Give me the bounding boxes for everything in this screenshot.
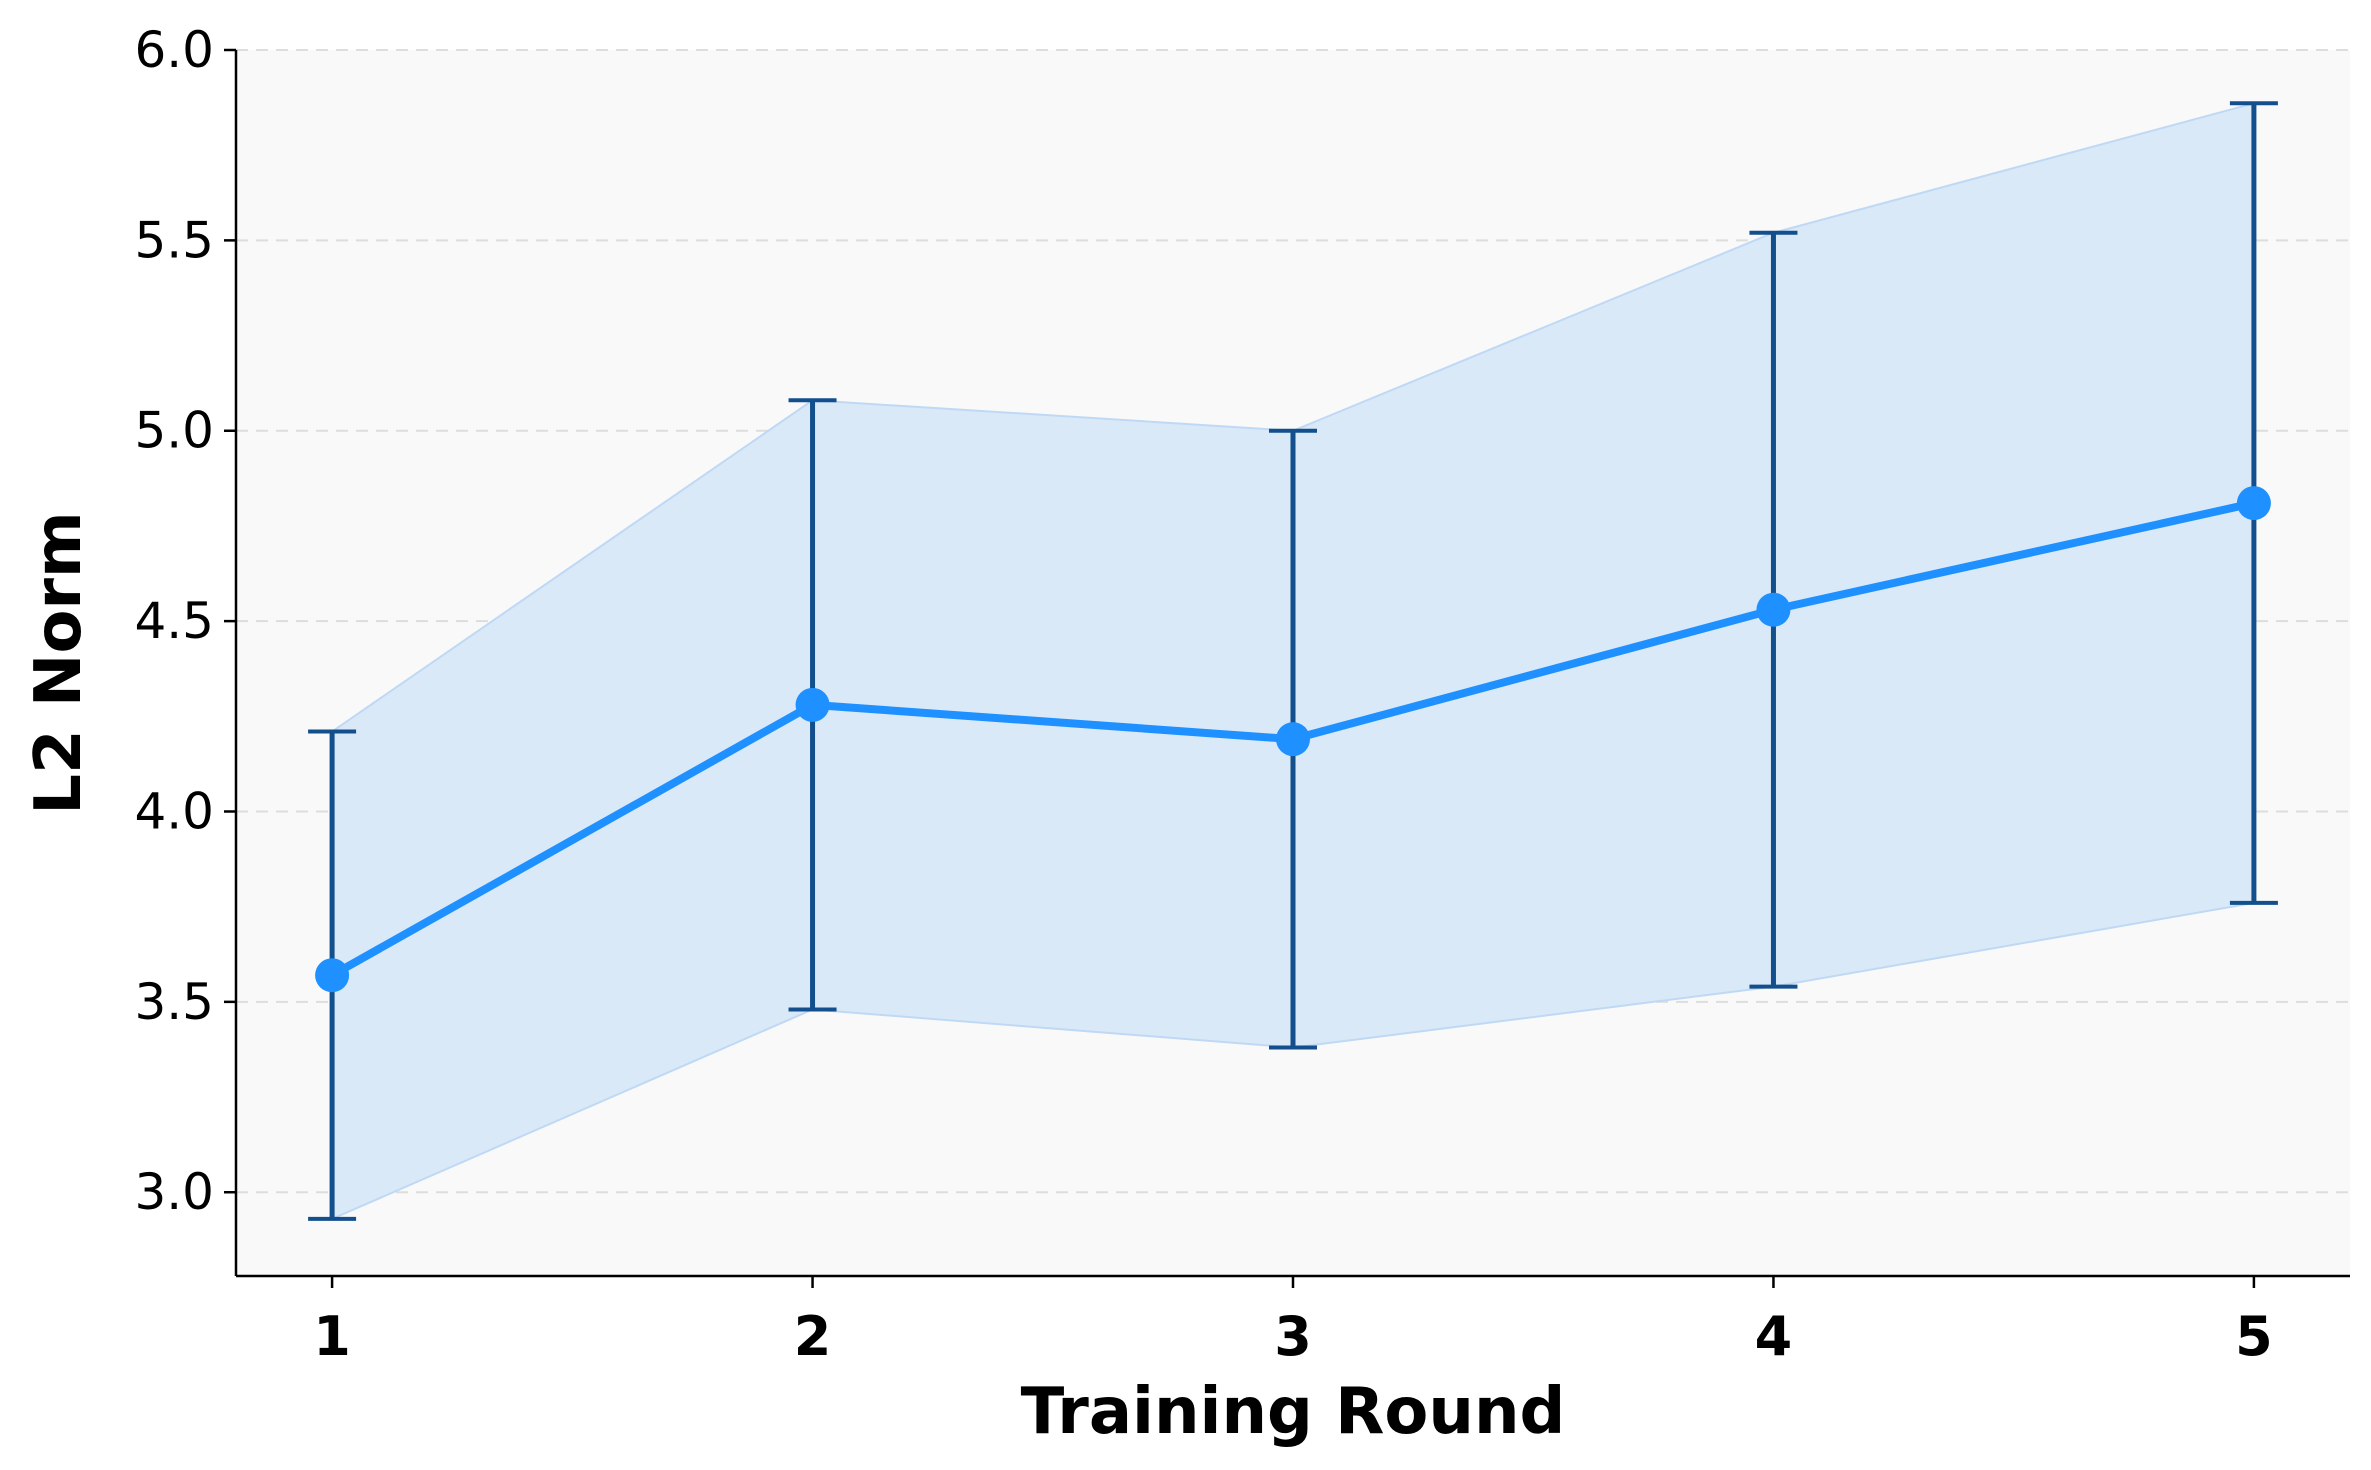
- x-tick-label: 4: [1755, 1305, 1793, 1368]
- data-point: [2236, 486, 2271, 521]
- x-tick-label: 3: [1274, 1305, 1312, 1368]
- y-tick-label: 4.5: [134, 592, 214, 650]
- y-tick-label: 3.0: [134, 1163, 214, 1221]
- data-point: [1276, 722, 1310, 757]
- y-tick-label: 5.0: [134, 402, 214, 460]
- data-point: [1756, 592, 1791, 627]
- data-point: [315, 958, 350, 993]
- y-tick-label: 3.5: [134, 973, 214, 1031]
- x-tick-label: 1: [313, 1305, 351, 1368]
- x-axis-title: Training Round: [1021, 1375, 1566, 1449]
- y-axis-ticks: 3.0 3.5 4.0 4.5 5.0 5.5 6.0: [134, 21, 236, 1221]
- data-points: [315, 486, 2271, 993]
- x-axis-ticks: 1 2 3 4 5: [313, 1276, 2273, 1368]
- x-tick-label: 5: [2235, 1305, 2273, 1368]
- data-point: [795, 687, 830, 722]
- x-tick-label: 2: [794, 1305, 832, 1368]
- y-axis-title: L2 Norm: [22, 511, 96, 814]
- y-tick-label: 6.0: [134, 21, 214, 79]
- y-tick-label: 5.5: [134, 211, 214, 269]
- y-tick-label: 4.0: [134, 782, 214, 840]
